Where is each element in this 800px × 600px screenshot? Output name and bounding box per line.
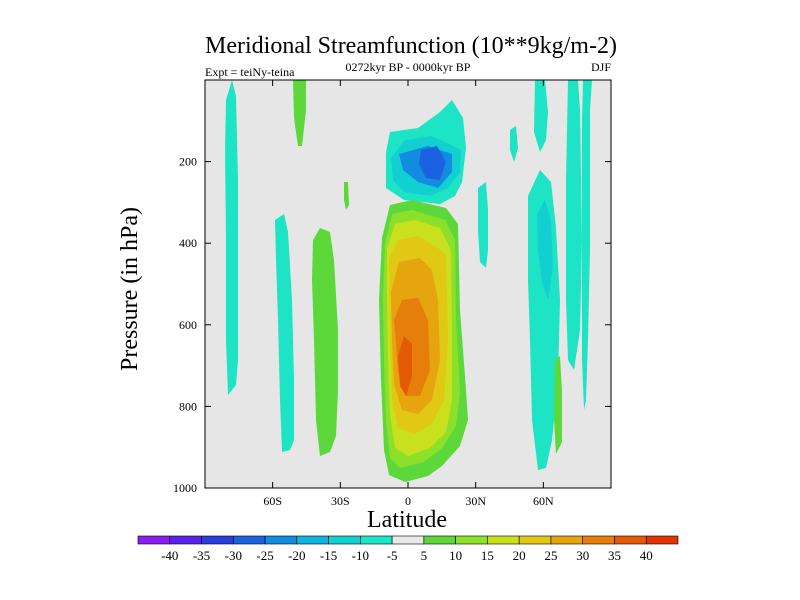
colorbar-swatch: [645, 535, 679, 545]
x-axis-title: Latitude: [367, 507, 447, 533]
colorbar-label: -5: [387, 548, 398, 563]
y-tick-label: 800: [179, 399, 197, 413]
negative-band-80s: [225, 80, 238, 395]
colorbar-label: 20: [513, 548, 526, 563]
x-tick-label: 30N: [465, 494, 486, 508]
y-tick-label: 600: [179, 318, 197, 332]
x-tick-label: 30S: [331, 494, 350, 508]
colorbar-label: -20: [288, 548, 305, 563]
negative-band-80n-c: [510, 126, 518, 162]
chart-subtitle: 0272kyr BP - 0000kyr BP: [346, 60, 471, 74]
x-tick-label: 60S: [263, 494, 282, 508]
colorbar-label: -40: [161, 548, 178, 563]
negative-band-80n-b: [582, 80, 592, 410]
season-label: DJF: [591, 60, 611, 74]
colorbar-label: -15: [320, 548, 337, 563]
x-axis: 60S 30S 0 30N 60N: [263, 80, 554, 508]
y-tick-label: 200: [179, 155, 197, 169]
colorbar-swatch: [169, 535, 202, 545]
y-axis: 200 400 600 800 1000: [173, 155, 611, 495]
colorbar-swatch: [201, 535, 234, 545]
colorbar-swatch: [550, 535, 584, 545]
colorbar-label: 40: [640, 548, 653, 563]
colorbar-swatch: [487, 535, 520, 545]
upper-positive-dot: [344, 182, 349, 210]
colorbar-swatch: [296, 535, 329, 545]
experiment-label: Expt = teiNy-teina: [205, 65, 295, 79]
plot-area: [204, 79, 612, 489]
negative-band-15n: [478, 182, 488, 268]
colorbar-swatch: [582, 535, 615, 545]
colorbar: -40 -35 -30 -25 -20 -15 -10 -5 5 10 15 20 25 30 35 40: [137, 535, 679, 563]
colorbar-swatch: [423, 535, 456, 545]
y-tick-label: 400: [179, 236, 197, 250]
colorbar-label: -10: [352, 548, 369, 563]
chart-title: Meridional Streamfunction (10**9kg/m-2): [205, 33, 617, 59]
colorbar-label: 5: [421, 548, 428, 563]
colorbar-label: -25: [256, 548, 273, 563]
colorbar-swatch: [360, 535, 393, 545]
x-tick-label: 0: [405, 494, 411, 508]
positive-equatorial-column-peak: [398, 336, 412, 396]
positive-band-40s: [312, 228, 338, 456]
colorbar-swatch: [264, 535, 298, 545]
colorbar-label: 15: [481, 548, 494, 563]
colorbar-label: 25: [544, 548, 557, 563]
colorbar-swatch: [455, 535, 488, 545]
colorbar-label: -30: [225, 548, 242, 563]
x-tick-label: 60N: [533, 494, 554, 508]
colorbar-swatch: [614, 535, 647, 545]
colorbar-swatch: [391, 535, 425, 545]
positive-band-50n: [554, 356, 562, 454]
upper-positive-bar: [293, 80, 306, 146]
colorbar-label: 30: [576, 548, 589, 563]
negative-band-80n-a: [566, 80, 582, 370]
negative-cell-upper-equator-peak: [419, 146, 446, 180]
colorbar-swatch: [137, 535, 171, 545]
negative-band-55s: [275, 214, 294, 452]
y-tick-label: 1000: [173, 481, 197, 495]
negative-band-60n-core: [537, 200, 553, 300]
colorbar-label: 35: [608, 548, 621, 563]
colorbar-swatch: [328, 535, 361, 545]
colorbar-swatch: [518, 535, 552, 545]
negative-band-60n-upper: [534, 80, 548, 152]
colorbar-label: -35: [193, 548, 210, 563]
colorbar-label: 10: [449, 548, 462, 563]
y-axis-title: Pressure (in hPa): [117, 207, 143, 371]
colorbar-swatch: [232, 535, 266, 545]
